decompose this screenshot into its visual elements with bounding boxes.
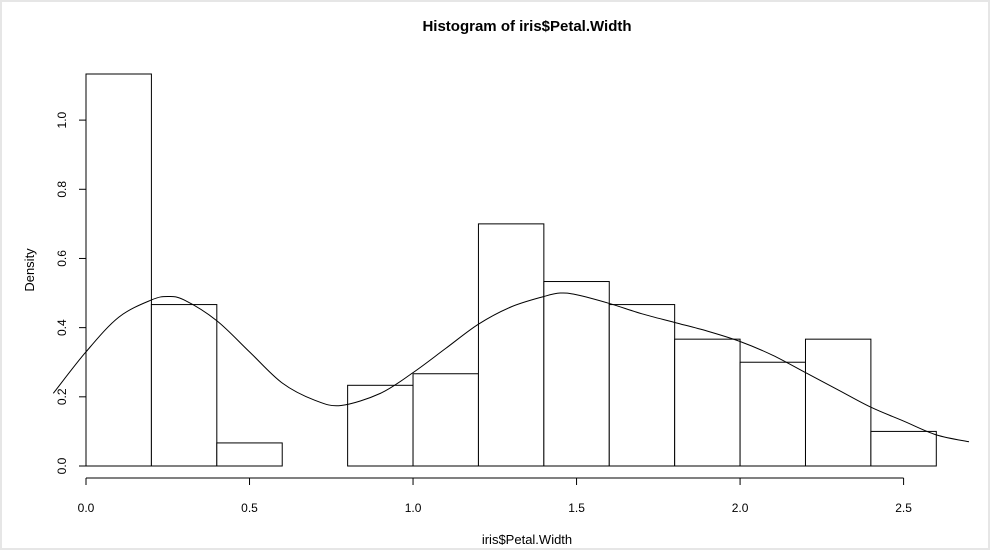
y-tick-label: 0.4 <box>55 319 69 336</box>
y-tick-label: 0.0 <box>55 457 69 474</box>
x-axis: 0.0 0.5 1.0 1.5 2.0 2.5 <box>78 477 912 515</box>
x-tick-label: 1.5 <box>568 501 585 515</box>
histogram-bar <box>543 281 610 467</box>
density-curve <box>52 292 970 443</box>
y-tick-label: 0.6 <box>55 250 69 267</box>
x-tick-label: 1.0 <box>405 501 422 515</box>
x-tick-label: 2.5 <box>895 501 912 515</box>
histogram-bar <box>150 304 218 467</box>
histogram-bar <box>477 223 545 467</box>
x-tick-label: 0.5 <box>241 501 258 515</box>
y-axis: 0.0 0.2 0.4 0.6 0.8 1.0 <box>55 111 87 474</box>
histogram-bar <box>870 430 937 467</box>
histogram-bar <box>739 361 806 467</box>
histogram-bar <box>216 442 283 467</box>
histogram-bars <box>85 73 937 467</box>
y-axis-label: Density <box>22 248 37 292</box>
histogram-bar <box>804 338 872 467</box>
histogram-bar <box>674 338 741 467</box>
density-curve-layer <box>52 292 970 443</box>
histogram-bar <box>608 304 676 467</box>
x-tick-label: 2.0 <box>732 501 749 515</box>
histogram-bar <box>412 373 479 467</box>
y-tick-label: 0.2 <box>55 388 69 405</box>
chart-title: Histogram of iris$Petal.Width <box>422 18 631 35</box>
histogram-bar <box>85 73 152 467</box>
x-axis-label: iris$Petal.Width <box>482 532 572 547</box>
x-tick-label: 0.0 <box>78 501 95 515</box>
y-tick-label: 1.0 <box>55 111 69 128</box>
y-tick-label: 0.8 <box>55 181 69 198</box>
histogram-bar <box>347 384 414 467</box>
